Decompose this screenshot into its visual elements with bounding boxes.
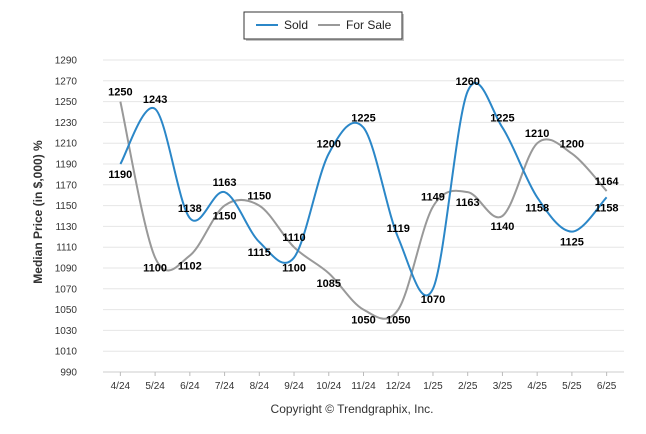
data-label-sold: 1190 [108,169,132,181]
series-layer [119,81,608,320]
data-label-sold: 1125 [560,237,584,249]
data-label-for-sale: 1149 [421,192,445,204]
y-tick-label: 1050 [55,305,78,316]
data-label-sold: 1100 [282,263,306,275]
legend-label-sold: Sold [284,18,308,32]
data-label-for-sale: 1050 [351,315,375,327]
x-tick-label: 5/25 [562,381,582,392]
data-label-for-sale: 1150 [213,211,237,223]
x-tick-label: 2/25 [458,381,478,392]
y-tick-label: 1290 [55,56,78,67]
data-label-for-sale: 1085 [317,278,341,290]
series-line-sold [119,81,608,297]
x-tick-label: 8/24 [250,381,270,392]
data-label-for-sale: 1164 [595,176,620,188]
x-tick-label: 7/24 [215,381,235,392]
y-axis-ticks: 990 1010 1030 1050 1070 1090 1110 1130 1150 1170 1… [55,56,78,379]
data-label-sold: 1200 [317,139,341,151]
x-tick-label: 12/24 [386,381,411,392]
data-label-sold: 1119 [387,223,410,235]
y-tick-label: 1110 [56,243,77,254]
x-tick-label: 5/24 [145,381,165,392]
y-tick-label: 1090 [55,264,78,275]
data-label-sold: 1158 [595,202,619,214]
y-tick-label: 990 [60,368,77,379]
x-tick-label: 3/25 [493,381,513,392]
data-label-sold: 1225 [351,113,375,125]
data-label-for-sale: 1100 [143,263,167,275]
data-label-sold: 1070 [421,294,445,306]
legend[interactable]: Sold For Sale [243,11,404,41]
data-label-sold: 1163 [213,177,237,189]
data-label-sold: 1243 [143,94,167,106]
data-label-sold: 1138 [178,203,202,215]
y-tick-label: 1150 [55,201,77,212]
x-tick-label: 6/24 [180,381,200,392]
y-tick-label: 1170 [55,180,77,191]
data-label-sold: 1260 [455,76,479,88]
data-label-for-sale: 1200 [560,139,584,151]
y-tick-label: 1130 [55,222,77,233]
series-line-for-sale [119,101,608,320]
x-axis-ticks: 4/24 5/24 6/24 7/24 8/24 9/24 10/24 11/24 12/24 1… [111,372,617,392]
x-tick-label: 1/25 [423,381,443,392]
data-label-for-sale: 1140 [490,221,514,233]
data-label-for-sale: 1250 [108,87,132,99]
y-tick-label: 1190 [55,160,77,171]
x-tick-label: 10/24 [316,381,341,392]
copyright-text: Copyright © Trendgraphix, Inc. [271,402,434,416]
data-label-sold: 1225 [490,113,514,125]
data-label-for-sale: 1102 [178,261,202,273]
x-tick-label: 11/24 [351,381,376,392]
data-label-for-sale: 1050 [386,315,410,327]
y-tick-label: 1210 [55,139,78,150]
data-label-for-sale: 1210 [525,128,549,140]
x-tick-label: 9/24 [284,381,304,392]
y-tick-label: 1010 [55,347,78,358]
data-label-for-sale: 1110 [282,232,305,244]
y-tick-label: 1030 [55,326,78,337]
x-tick-label: 6/25 [597,381,617,392]
y-tick-label: 1230 [55,118,78,129]
data-label-for-sale: 1150 [247,191,271,203]
y-tick-label: 1250 [55,97,78,108]
data-label-for-sale: 1163 [456,197,480,209]
legend-label-for-sale: For Sale [346,18,392,32]
y-tick-label: 1070 [55,284,78,295]
x-tick-label: 4/25 [527,381,547,392]
data-label-sold: 1158 [525,202,549,214]
y-tick-label: 1270 [55,76,78,87]
data-label-sold: 1115 [248,247,271,259]
x-tick-label: 4/24 [111,381,131,392]
y-axis-label: Median Price (in $,000) % [31,140,45,284]
data-labels: 1190 1243 1138 1163 1115 1100 1200 1225 1119 1070… [108,76,619,326]
